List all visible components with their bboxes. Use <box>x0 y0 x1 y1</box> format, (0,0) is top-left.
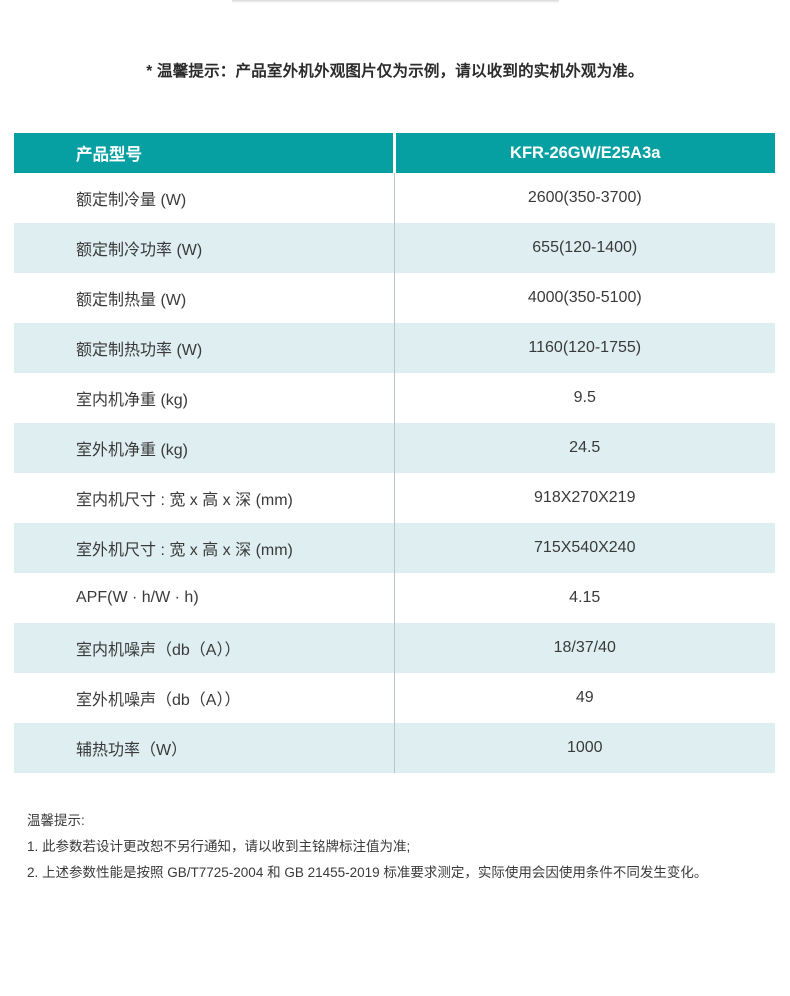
footer-notes: 温馨提示: 1. 此参数若设计更改恕不另行通知，请以收到主铭牌标注值为准; 2.… <box>27 808 767 886</box>
column-header-model-number: KFR-26GW/E25A3a <box>394 133 775 173</box>
spec-label-cell: 室外机净重 (kg) <box>14 423 395 473</box>
spec-value-cell: 9.5 <box>394 373 775 423</box>
spec-table-header: 产品型号 KFR-26GW/E25A3a <box>14 133 775 173</box>
table-header-row: 产品型号 KFR-26GW/E25A3a <box>14 133 775 173</box>
specification-table: 产品型号 KFR-26GW/E25A3a 额定制冷量 (W) 2600(350-3… <box>14 133 775 773</box>
table-row: 室外机噪声（db（A）） 49 <box>14 673 775 723</box>
spec-label-cell: 室内机尺寸 : 宽 x 高 x 深 (mm) <box>14 473 395 523</box>
footer-notes-title: 温馨提示: <box>27 813 85 828</box>
spec-label-cell: 额定制冷量 (W) <box>14 173 395 223</box>
table-row: APF(W · h/W · h) 4.15 <box>14 573 775 623</box>
table-row: 室外机净重 (kg) 24.5 <box>14 423 775 473</box>
spec-value-cell: 918X270X219 <box>394 473 775 523</box>
footer-note-1: 1. 此参数若设计更改恕不另行通知，请以收到主铭牌标注值为准; <box>27 839 411 854</box>
spec-value-cell: 2600(350-3700) <box>394 173 775 223</box>
spec-value-cell: 655(120-1400) <box>394 223 775 273</box>
footer-note-2: 2. 上述参数性能是按照 GB/T7725-2004 和 GB 21455-20… <box>27 865 708 880</box>
spec-label-cell: 额定制热功率 (W) <box>14 323 395 373</box>
spec-value-cell: 18/37/40 <box>394 623 775 673</box>
table-row: 室内机净重 (kg) 9.5 <box>14 373 775 423</box>
spec-value-cell: 49 <box>394 673 775 723</box>
spec-label-cell: APF(W · h/W · h) <box>14 573 395 623</box>
spec-value-cell: 4.15 <box>394 573 775 623</box>
spec-label-cell: 室外机噪声（db（A）） <box>14 673 395 723</box>
table-row: 室内机噪声（db（A）） 18/37/40 <box>14 623 775 673</box>
spec-value-cell: 24.5 <box>394 423 775 473</box>
spec-label-cell: 室外机尺寸 : 宽 x 高 x 深 (mm) <box>14 523 395 573</box>
table-row: 额定制热功率 (W) 1160(120-1755) <box>14 323 775 373</box>
spec-label-cell: 额定制热量 (W) <box>14 273 395 323</box>
spec-table-body: 额定制冷量 (W) 2600(350-3700) 额定制冷功率 (W) 655(120… <box>14 173 775 773</box>
spec-label-cell: 室内机净重 (kg) <box>14 373 395 423</box>
outdoor-unit-appearance-tip: * 温馨提示：产品室外机外观图片仅为示例，请以收到的实机外观为准。 <box>146 63 644 80</box>
column-header-product-model: 产品型号 <box>14 133 396 173</box>
spec-value-cell: 1160(120-1755) <box>394 323 775 373</box>
table-row: 额定制热量 (W) 4000(350-5100) <box>14 273 775 323</box>
spec-value-cell: 4000(350-5100) <box>394 273 775 323</box>
table-row: 额定制冷功率 (W) 655(120-1400) <box>14 223 775 273</box>
spec-label-cell: 室内机噪声（db（A）） <box>14 623 395 673</box>
spec-label-cell: 额定制冷功率 (W) <box>14 223 395 273</box>
image-block-seam <box>232 0 559 3</box>
spec-value-cell: 715X540X240 <box>394 523 775 573</box>
table-row: 额定制冷量 (W) 2600(350-3700) <box>14 173 775 223</box>
table-row: 辅热功率（W） 1000 <box>14 723 775 773</box>
spec-value-cell: 1000 <box>394 723 775 773</box>
table-row: 室内机尺寸 : 宽 x 高 x 深 (mm) 918X270X219 <box>14 473 775 523</box>
table-row: 室外机尺寸 : 宽 x 高 x 深 (mm) 715X540X240 <box>14 523 775 573</box>
spec-label-cell: 辅热功率（W） <box>14 723 395 773</box>
